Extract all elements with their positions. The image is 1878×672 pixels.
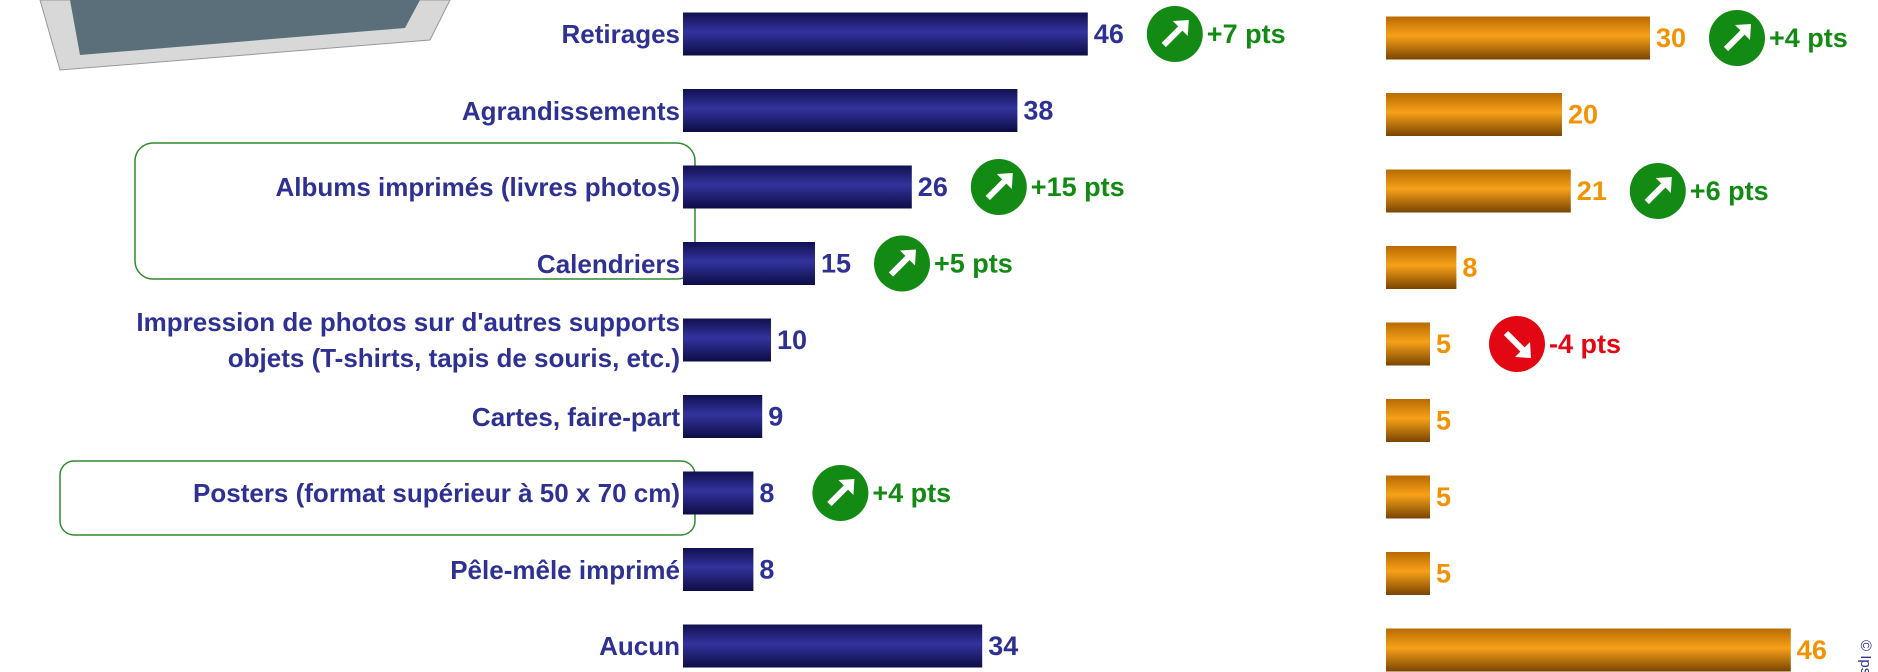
category-label: Impression de photos sur d'autres suppor…	[136, 307, 680, 373]
value-label: 5	[1436, 329, 1451, 359]
category-label: Cartes, faire-part	[471, 401, 680, 432]
value-label: 46	[1797, 635, 1827, 665]
trend-icon	[874, 235, 930, 292]
trend-arrowhead	[996, 173, 1013, 189]
trend-icon	[1489, 316, 1545, 372]
trend-icon	[1146, 6, 1203, 62]
value-label: 8	[1462, 253, 1477, 283]
value-label: 15	[821, 249, 851, 279]
value-label: 46	[1094, 19, 1124, 49]
bar	[683, 12, 1088, 56]
bar	[1386, 169, 1571, 213]
change-label: +5 pts	[934, 249, 1013, 279]
trend-arrowhead	[1172, 20, 1189, 36]
bar	[1386, 322, 1430, 366]
bar	[1386, 93, 1562, 136]
bar	[1386, 475, 1430, 519]
trend-arrowhead	[1735, 24, 1751, 40]
bar	[683, 89, 1018, 132]
category-label: Albums imprimés (livres photos)	[275, 172, 680, 202]
trend-arrowhead	[838, 479, 855, 495]
value-label: 9	[768, 402, 783, 432]
change-label: +4 pts	[872, 478, 951, 508]
change-label: +15 pts	[1031, 172, 1125, 202]
bar	[1386, 16, 1650, 60]
value-label: 5	[1436, 406, 1451, 436]
value-label: 21	[1577, 176, 1607, 206]
value-label: 8	[759, 478, 774, 508]
highlight-box	[134, 142, 696, 280]
category-label: Retirages	[561, 19, 681, 49]
value-label: 38	[1023, 96, 1053, 126]
trend-icon	[970, 159, 1027, 215]
bar	[1386, 628, 1791, 672]
bar	[683, 624, 983, 668]
value-label: 20	[1568, 100, 1598, 130]
value-label: 5	[1436, 482, 1451, 512]
trend-icon	[812, 465, 869, 521]
bar	[683, 395, 763, 438]
value-label: 8	[759, 555, 774, 585]
bar	[1386, 399, 1430, 442]
category-label: Aucun	[599, 631, 680, 661]
category-label: Posters (format supérieur à 50 x 70 cm)	[193, 478, 680, 508]
value-label: 34	[988, 631, 1018, 661]
photo-book	[39, 0, 451, 71]
trend-arrowhead	[1515, 342, 1531, 358]
category-label: Calendriers	[536, 248, 680, 279]
bar	[1386, 552, 1430, 595]
bar	[683, 318, 771, 362]
bar	[683, 165, 912, 209]
change-label: +4 pts	[1769, 23, 1848, 53]
source: © Ipsos	[1857, 640, 1874, 672]
trend-icon	[1709, 10, 1765, 66]
bar	[1386, 246, 1457, 289]
trend-arrowhead	[900, 249, 916, 266]
category-label: Agrandissements	[461, 95, 680, 126]
category-label: Pêle-mêle imprimé	[450, 554, 680, 585]
value-label: 10	[777, 325, 807, 355]
change-label: -4 pts	[1549, 329, 1621, 359]
value-label: 26	[918, 172, 948, 202]
trend-arrowhead	[1655, 177, 1672, 193]
bar	[683, 471, 754, 515]
change-label: +7 pts	[1207, 19, 1286, 49]
value-label: 30	[1656, 23, 1686, 53]
bar	[683, 242, 815, 285]
bar	[683, 548, 754, 591]
trend-icon	[1629, 163, 1686, 219]
change-label: +6 pts	[1690, 176, 1769, 206]
value-label: 5	[1436, 559, 1451, 589]
